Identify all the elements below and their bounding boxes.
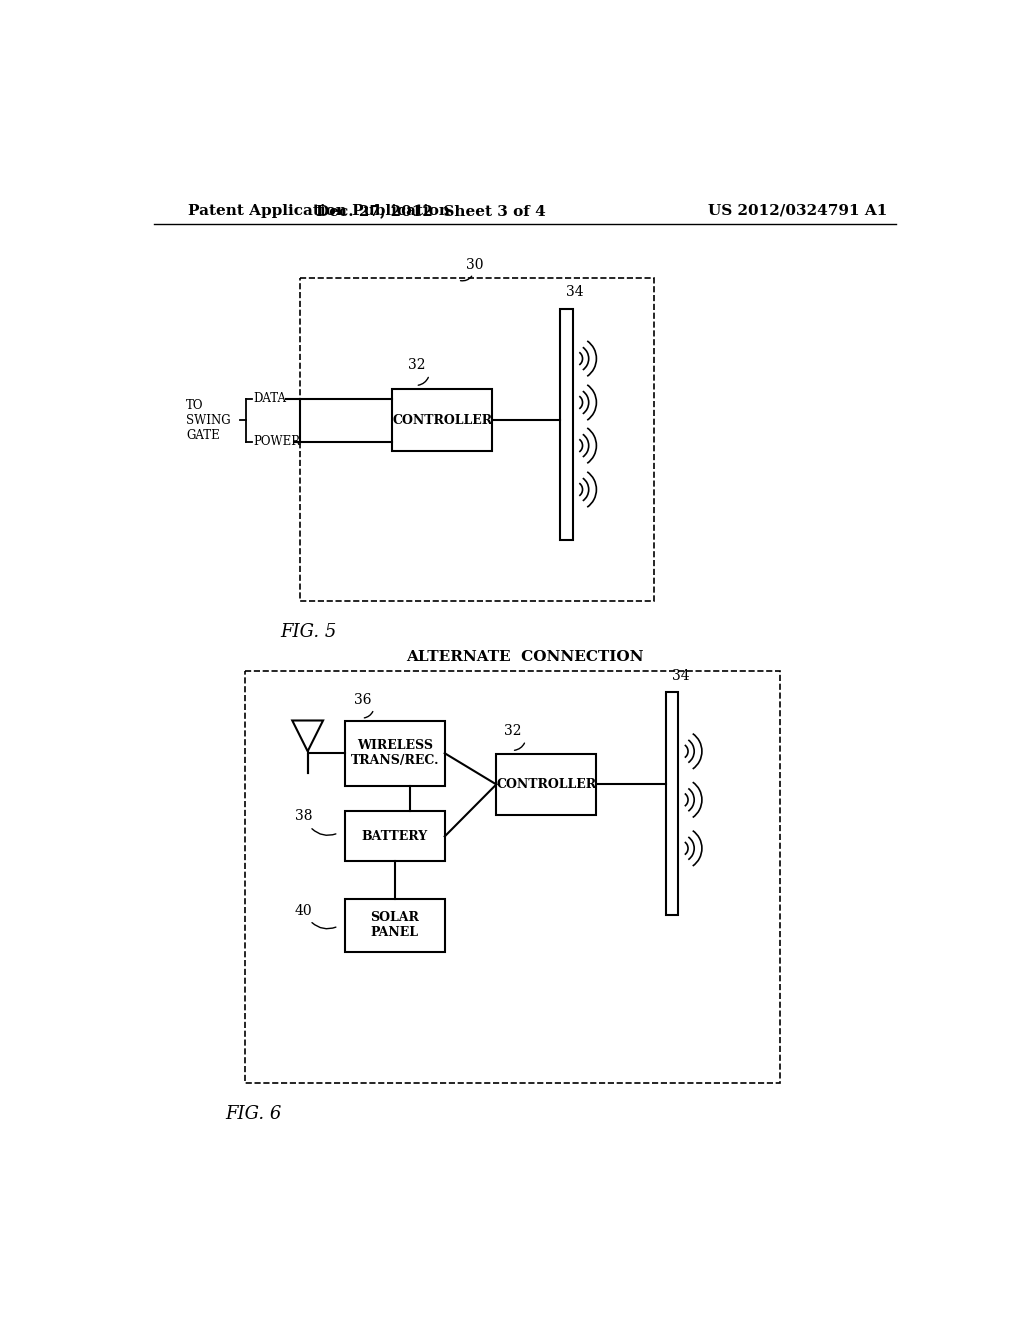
Text: 36: 36 <box>354 693 372 706</box>
Bar <box>345 812 444 862</box>
Text: Patent Application Publication: Patent Application Publication <box>188 203 451 218</box>
Text: TO
SWING
GATE: TO SWING GATE <box>186 399 230 442</box>
Text: 40: 40 <box>295 904 312 919</box>
Text: ALTERNATE  CONNECTION: ALTERNATE CONNECTION <box>407 651 643 664</box>
Bar <box>392 389 493 451</box>
Bar <box>345 899 444 952</box>
Text: FIG. 5: FIG. 5 <box>281 623 337 640</box>
Text: 38: 38 <box>295 809 312 822</box>
Text: FIG. 6: FIG. 6 <box>225 1105 282 1123</box>
Text: CONTROLLER: CONTROLLER <box>497 777 596 791</box>
Text: Dec. 27, 2012  Sheet 3 of 4: Dec. 27, 2012 Sheet 3 of 4 <box>316 203 546 218</box>
Bar <box>345 721 444 785</box>
Text: CONTROLLER: CONTROLLER <box>392 413 493 426</box>
Text: 32: 32 <box>408 359 425 372</box>
Text: 34: 34 <box>566 285 584 298</box>
Text: US 2012/0324791 A1: US 2012/0324791 A1 <box>708 203 888 218</box>
Text: 32: 32 <box>504 725 521 738</box>
Text: 34: 34 <box>672 669 689 682</box>
Text: SOLAR
PANEL: SOLAR PANEL <box>371 911 419 940</box>
Bar <box>560 309 572 540</box>
Text: BATTERY: BATTERY <box>361 830 428 843</box>
Text: 30: 30 <box>466 257 483 272</box>
Bar <box>300 277 654 601</box>
Bar <box>666 692 678 915</box>
Text: WIRELESS
TRANS/REC.: WIRELESS TRANS/REC. <box>350 739 439 767</box>
Text: POWER: POWER <box>254 436 301 449</box>
Bar <box>245 671 779 1084</box>
Bar <box>497 754 596 816</box>
Text: DATA: DATA <box>254 392 287 405</box>
